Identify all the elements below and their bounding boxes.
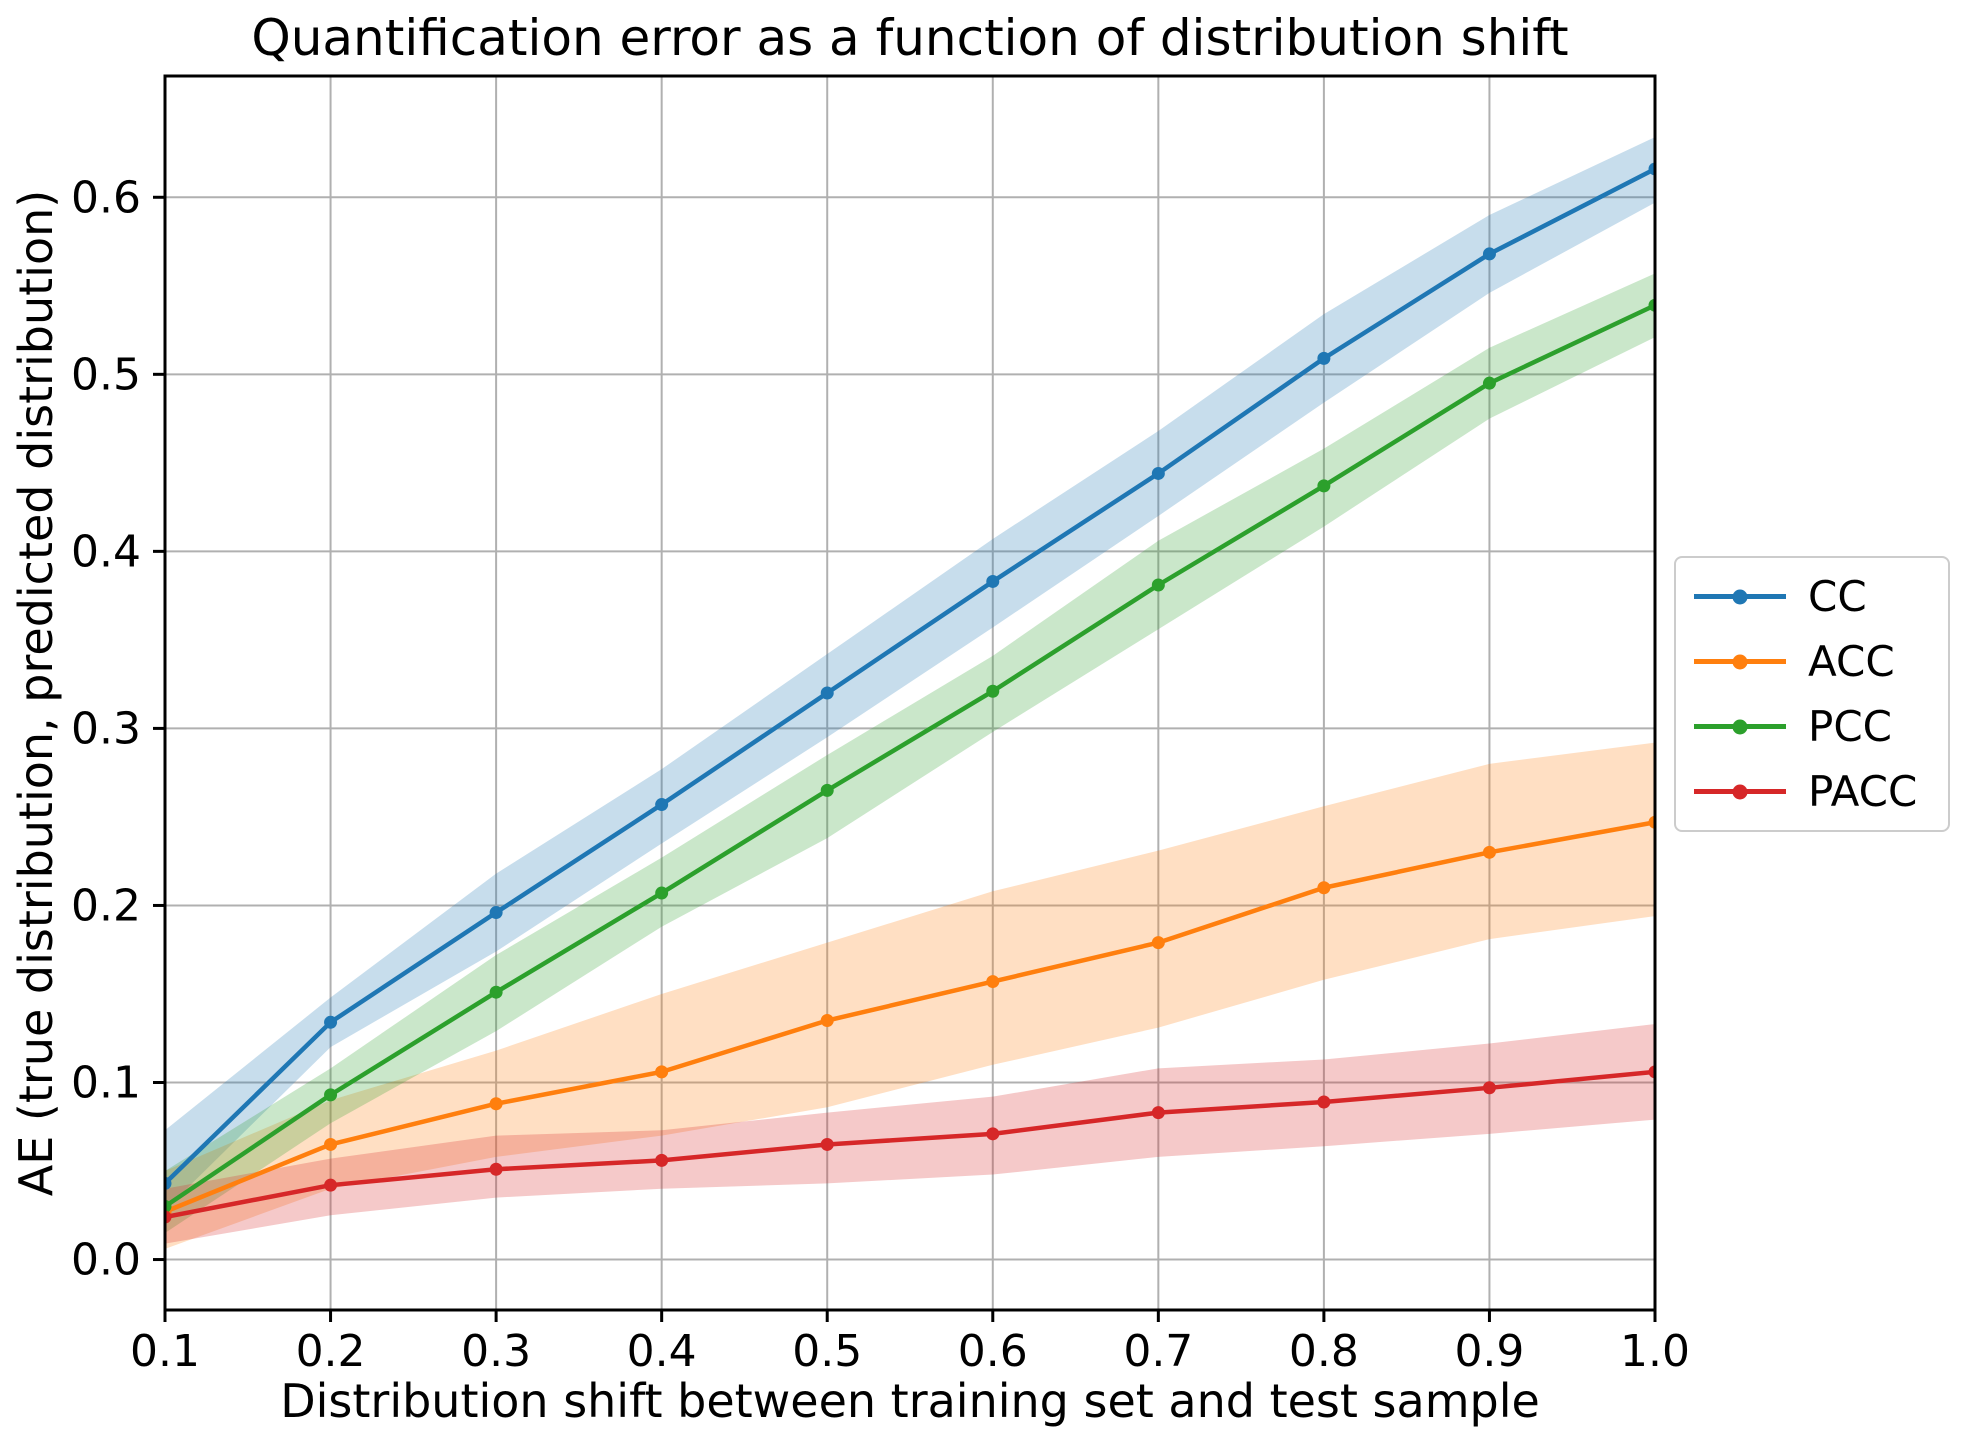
legend-label-acc: ACC xyxy=(1808,636,1895,686)
data-point-pacc xyxy=(324,1178,338,1192)
data-point-cc xyxy=(655,798,669,812)
data-point-pacc xyxy=(820,1137,834,1151)
legend-item-cc: CC xyxy=(1694,564,1948,629)
confidence-band-pacc xyxy=(165,1024,1655,1244)
data-point-cc xyxy=(1648,162,1655,176)
data-point-acc xyxy=(1317,881,1331,895)
legend-label-cc: CC xyxy=(1808,571,1867,621)
data-point-acc xyxy=(655,1065,669,1079)
data-point-pcc xyxy=(1317,479,1331,493)
data-point-cc xyxy=(820,686,834,700)
data-point-pacc xyxy=(489,1162,503,1176)
data-point-acc xyxy=(324,1137,338,1151)
data-point-cc xyxy=(324,1015,338,1029)
y-tick-label: 0.4 xyxy=(71,526,141,577)
data-point-acc xyxy=(1648,815,1655,829)
data-point-pcc xyxy=(820,783,834,797)
confidence-band-acc xyxy=(165,742,1655,1249)
y-tick-label: 0.0 xyxy=(71,1235,141,1286)
x-tick-label: 0.5 xyxy=(792,1326,862,1377)
data-point-pcc xyxy=(165,1199,172,1213)
data-point-pacc xyxy=(1151,1106,1165,1120)
data-point-pcc xyxy=(324,1088,338,1102)
x-tick-label: 0.6 xyxy=(958,1326,1028,1377)
legend-label-pcc: PCC xyxy=(1808,701,1892,751)
x-tick-label: 0.3 xyxy=(461,1326,531,1377)
data-point-cc xyxy=(1317,351,1331,365)
data-point-cc xyxy=(165,1176,172,1190)
y-tick-label: 0.2 xyxy=(71,880,141,931)
x-tick-label: 1.0 xyxy=(1620,1326,1690,1377)
plot-frame xyxy=(163,74,1657,1312)
series-line-pcc xyxy=(165,303,1655,1209)
legend-line-pacc-icon xyxy=(1694,784,1786,799)
chart-title: Quantification error as a function of di… xyxy=(251,9,1569,67)
data-point-cc xyxy=(1151,466,1165,480)
data-point-pacc xyxy=(1648,1065,1655,1079)
data-point-acc xyxy=(820,1014,834,1028)
series-line-cc xyxy=(165,166,1655,1186)
data-point-acc xyxy=(1151,936,1165,950)
x-tick-label: 0.7 xyxy=(1123,1326,1193,1377)
legend-item-pacc: PACC xyxy=(1694,759,1948,824)
data-point-pcc xyxy=(1482,376,1496,390)
data-point-pcc xyxy=(986,684,1000,698)
legend-item-acc: ACC xyxy=(1694,629,1948,694)
confidence-band-cc xyxy=(165,137,1655,1210)
series-line-pacc xyxy=(165,1069,1655,1220)
legend-line-cc-icon xyxy=(1694,589,1786,604)
data-point-pacc xyxy=(655,1153,669,1167)
data-point-pcc xyxy=(1648,298,1655,312)
x-tick-label: 0.1 xyxy=(130,1326,200,1377)
data-point-acc xyxy=(986,975,1000,989)
x-tick-label: 0.2 xyxy=(296,1326,366,1377)
series-line-acc xyxy=(165,820,1655,1214)
data-point-acc xyxy=(1482,845,1496,859)
data-point-pcc xyxy=(1151,578,1165,592)
y-tick-label: 0.6 xyxy=(71,172,141,223)
data-point-pcc xyxy=(489,985,503,999)
x-axis-label: Distribution shift between training set … xyxy=(280,1374,1540,1428)
data-point-pacc xyxy=(1317,1095,1331,1109)
confidence-band-pcc xyxy=(165,273,1655,1233)
data-point-pacc xyxy=(165,1210,172,1224)
legend-item-pcc: PCC xyxy=(1694,694,1948,759)
data-point-cc xyxy=(1482,247,1496,261)
y-tick-label: 0.3 xyxy=(71,703,141,754)
legend-label-pacc: PACC xyxy=(1808,766,1918,816)
data-point-cc xyxy=(986,574,1000,588)
y-tick-label: 0.1 xyxy=(71,1057,141,1108)
data-point-acc xyxy=(489,1097,503,1111)
data-point-pacc xyxy=(986,1127,1000,1141)
x-tick-label: 0.9 xyxy=(1454,1326,1524,1377)
x-tick-label: 0.8 xyxy=(1289,1326,1359,1377)
legend: CC ACC PCC PACC xyxy=(1674,556,1950,832)
data-point-pcc xyxy=(655,886,669,900)
y-tick-label: 0.5 xyxy=(71,349,141,400)
legend-line-pcc-icon xyxy=(1694,719,1786,734)
data-point-pacc xyxy=(1482,1081,1496,1095)
legend-line-acc-icon xyxy=(1694,654,1786,669)
x-tick-label: 0.4 xyxy=(627,1326,697,1377)
data-point-cc xyxy=(489,906,503,920)
axes-ticks: 0.1 0.2 0.3 0.4 0.5 0.6 0.7 0.8 0.9 1.0 0.0 0.1 0.2 0… xyxy=(71,172,1690,1377)
